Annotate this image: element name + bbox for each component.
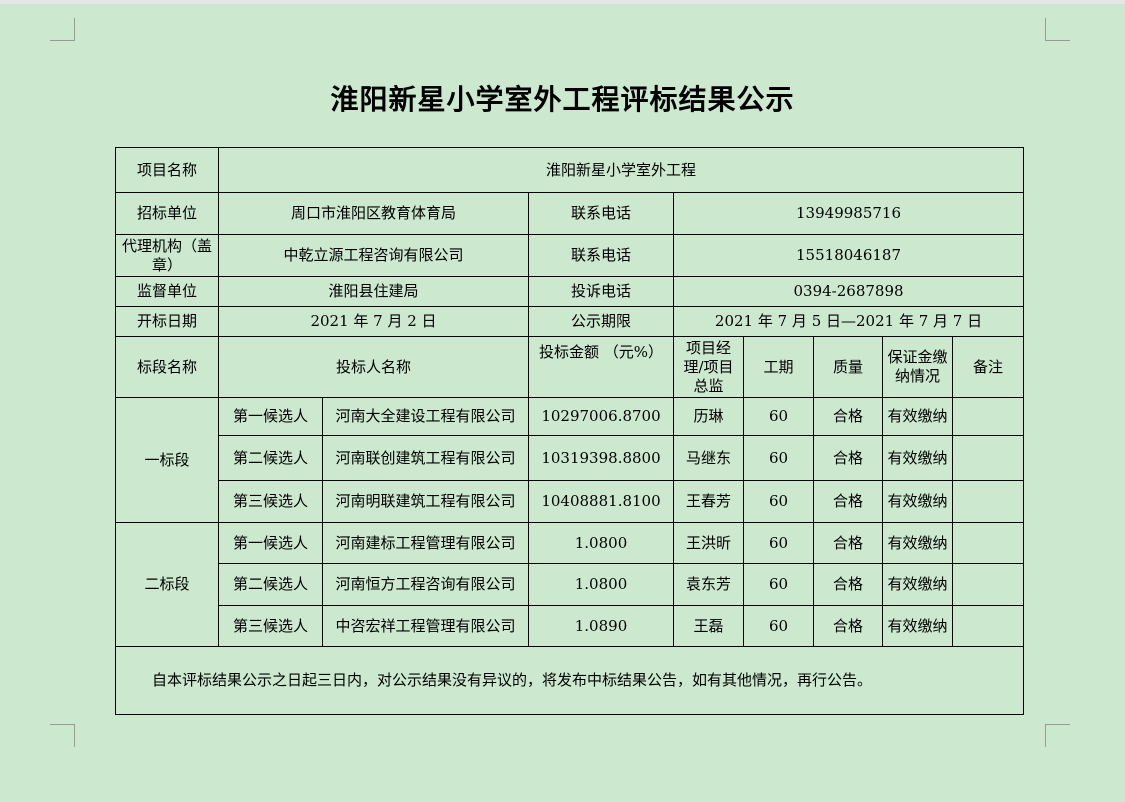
rank-cell: 第二候选人 <box>218 563 323 606</box>
column-header: 保证金缴纳情况 <box>882 336 953 398</box>
amount-cell: 1.0890 <box>528 605 674 647</box>
label-cell: 公示期限 <box>528 306 674 337</box>
page-top-edge <box>0 0 1125 4</box>
rank-cell: 第一候选人 <box>218 397 323 436</box>
bid-row: 第三候选人 中咨宏祥工程管理有限公司 1.0890 王磊 60 合格 有效缴纳 <box>116 605 1025 647</box>
info-row: 监督单位 淮阳县住建局 投诉电话 0394-2687898 <box>115 276 1025 307</box>
column-header: 质量 <box>813 336 883 398</box>
remark-cell <box>951 435 1025 481</box>
label-cell: 项目名称 <box>115 147 219 193</box>
label-cell: 开标日期 <box>115 306 219 337</box>
deposit-cell: 有效缴纳 <box>882 605 953 647</box>
manager-cell: 历琳 <box>673 397 744 436</box>
value-cell: 2021 年 7 月 5 日—2021 年 7 月 7 日 <box>672 306 1025 337</box>
page-title: 淮阳新星小学室外工程评标结果公示 <box>330 83 795 116</box>
amount-cell: 10319398.8800 <box>528 435 674 481</box>
column-header: 标段名称 <box>115 336 219 398</box>
deposit-cell: 有效缴纳 <box>882 435 953 481</box>
bid-row: 第二候选人 河南联创建筑工程有限公司 10319398.8800 马继东 60 合格 有效缴… <box>116 435 1025 481</box>
label-cell: 联系电话 <box>528 234 674 277</box>
quality-cell: 合格 <box>813 397 883 436</box>
info-row: 开标日期 2021 年 7 月 2 日公示期限 2021 年 7 月 5 日—202… <box>115 306 1025 337</box>
amount-cell: 10408881.8100 <box>528 480 674 523</box>
label-cell: 代理机构（盖章） <box>115 234 219 277</box>
label-cell: 招标单位 <box>115 192 219 235</box>
quality-cell: 合格 <box>813 605 883 647</box>
manager-cell: 袁东芳 <box>673 563 744 606</box>
quality-cell: 合格 <box>813 522 883 564</box>
rank-cell: 第一候选人 <box>218 522 323 564</box>
bid-row: 二标段 第一候选人 河南建标工程管理有限公司 1.0800 王洪昕 60 合格 有效缴纳 <box>115 522 1025 647</box>
amount-cell: 10297006.8700 <box>528 397 674 436</box>
remark-cell <box>951 480 1025 523</box>
section-name: 一标段 <box>115 397 219 523</box>
period-cell: 60 <box>743 563 814 606</box>
quality-cell: 合格 <box>813 480 883 523</box>
manager-cell: 王磊 <box>673 605 744 647</box>
info-row: 代理机构（盖章） 中乾立源工程咨询有限公司 联系电话 15518046187 <box>115 234 1025 277</box>
bid-row: 一标段 第一候选人 河南大全建设工程有限公司 10297006.8700 历琳 60 合格有… <box>115 397 1025 523</box>
bidder-cell: 河南建标工程管理有限公司 <box>322 522 529 564</box>
rank-cell: 第三候选人 <box>218 605 323 647</box>
bidder-cell: 河南联创建筑工程有限公司 <box>322 435 529 481</box>
column-header: 备注 <box>951 336 1025 398</box>
bid-row: 第三候选人 河南明联建筑工程有限公司 10408881.8100 王春芳 60 合格 有效缴… <box>116 480 1025 523</box>
period-cell: 60 <box>743 522 814 564</box>
deposit-cell: 有效缴纳 <box>882 522 953 564</box>
column-header: 工期 <box>743 336 814 398</box>
quality-cell: 合格 <box>813 563 883 606</box>
section-name: 二标段 <box>115 522 219 647</box>
period-cell: 60 <box>743 480 814 523</box>
corner-mark <box>1045 724 1070 747</box>
rank-cell: 第三候选人 <box>218 480 323 523</box>
bidder-cell: 河南大全建设工程有限公司 <box>322 397 529 436</box>
period-cell: 60 <box>743 397 814 436</box>
period-cell: 60 <box>743 435 814 481</box>
bid-row: 第二候选人 河南恒方工程咨询有限公司 1.0800 袁东芳 60 合格 有效缴纳 <box>116 563 1025 606</box>
column-header: 投标人名称 <box>218 336 529 398</box>
value-cell: 淮阳县住建局 <box>218 276 529 307</box>
value-cell: 13949985716 <box>672 192 1025 235</box>
column-header: 投标金额 （元%） <box>528 336 674 398</box>
amount-cell: 1.0800 <box>528 563 674 606</box>
label-cell: 联系电话 <box>528 192 674 235</box>
results-table: 项目名称 淮阳新星小学室外工程 招标单位 周口市淮阳区教育体育局 联系电话 13949… <box>114 147 1025 715</box>
quality-cell: 合格 <box>813 435 883 481</box>
bidder-cell: 河南恒方工程咨询有限公司 <box>322 563 529 606</box>
remark-cell <box>951 563 1025 606</box>
value-cell: 15518046187 <box>672 234 1025 277</box>
manager-cell: 马继东 <box>673 435 744 481</box>
corner-mark <box>50 18 75 41</box>
deposit-cell: 有效缴纳 <box>882 563 953 606</box>
rank-cell: 第二候选人 <box>218 435 323 481</box>
corner-mark <box>50 724 75 747</box>
remark-cell <box>951 522 1025 564</box>
period-cell: 60 <box>743 605 814 647</box>
deposit-cell: 有效缴纳 <box>882 397 953 436</box>
remark-cell <box>951 605 1025 647</box>
bidder-cell: 河南明联建筑工程有限公司 <box>322 480 529 523</box>
label-cell: 监督单位 <box>115 276 219 307</box>
deposit-cell: 有效缴纳 <box>882 480 953 523</box>
label-cell: 投诉电话 <box>528 276 674 307</box>
value-cell: 中乾立源工程咨询有限公司 <box>218 234 529 277</box>
manager-cell: 王春芳 <box>673 480 744 523</box>
note-text: 自本评标结果公示之日起三日内，对公示结果没有异议的，将发布中标结果公告，如有其他… <box>114 646 1025 715</box>
column-header: 项目经理/项目总监 <box>673 336 744 398</box>
manager-cell: 王洪昕 <box>673 522 744 564</box>
project-name: 淮阳新星小学室外工程 <box>217 147 1025 193</box>
corner-mark <box>1045 18 1070 41</box>
amount-cell: 1.0800 <box>528 522 674 564</box>
value-cell: 周口市淮阳区教育体育局 <box>218 192 529 235</box>
value-cell: 0394-2687898 <box>672 276 1025 307</box>
note-row: 自本评标结果公示之日起三日内，对公示结果没有异议的，将发布中标结果公告，如有其他… <box>114 646 1025 715</box>
project-row: 项目名称 淮阳新星小学室外工程 <box>115 147 1025 193</box>
bidder-cell: 中咨宏祥工程管理有限公司 <box>322 605 529 647</box>
remark-cell <box>951 397 1025 436</box>
info-row: 招标单位 周口市淮阳区教育体育局 联系电话 13949985716 <box>115 192 1025 235</box>
header-row: 标段名称 投标人名称 投标金额 （元%） 项目经理/项目总监 工期 质量 保证金缴纳情况 备注 <box>115 336 1025 398</box>
value-cell: 2021 年 7 月 2 日 <box>218 306 529 337</box>
